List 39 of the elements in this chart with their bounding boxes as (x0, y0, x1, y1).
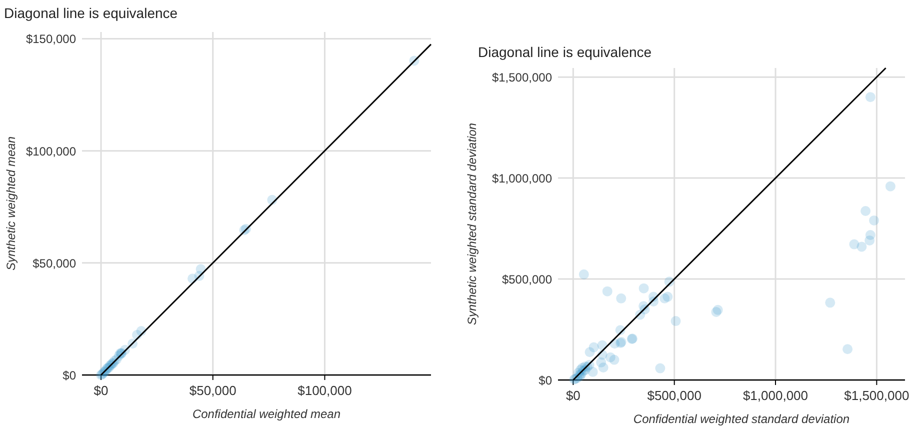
y-tick-label: $0 (538, 374, 552, 388)
x-axis-title: Confidential weighted mean (192, 407, 341, 421)
y-axis-title: Synthetic weighted standard deviation (465, 122, 479, 326)
x-tick-label: $1,000,000 (742, 388, 808, 403)
y-tick-label: $1,000,000 (492, 172, 552, 186)
y-tick-label: $50,000 (32, 256, 76, 270)
point (638, 283, 649, 294)
point (602, 286, 612, 296)
point (662, 292, 673, 302)
chart-title: Diagonal line is equivalence (4, 5, 178, 21)
x-tick-label: $0 (94, 383, 108, 398)
x-axis-title: Confidential weighted standard deviation (633, 412, 850, 426)
y-axis-title: Synthetic weighted mean (4, 136, 18, 271)
point (885, 181, 896, 192)
y-tick-label: $1,500,000 (492, 70, 552, 85)
point (598, 362, 608, 372)
point (616, 293, 626, 304)
y-tick-label: $150,000 (26, 32, 76, 46)
x-tick-label: $100,000 (298, 383, 352, 398)
point (860, 206, 871, 216)
x-tick-label: $500,000 (647, 388, 702, 403)
point (655, 363, 666, 374)
y-tick-label: $500,000 (502, 272, 552, 287)
point (825, 298, 836, 308)
y-tick-label: $100,000 (26, 144, 76, 158)
chart-title: Diagonal line is equivalence (478, 44, 652, 60)
point (670, 316, 681, 326)
point (842, 344, 853, 354)
x-tick-label: $50,000 (189, 383, 236, 398)
y-tick-label: $0 (62, 368, 76, 382)
point (584, 347, 595, 358)
point (864, 235, 875, 246)
point (609, 354, 620, 365)
point (578, 269, 589, 280)
point (856, 242, 867, 252)
point (865, 92, 876, 102)
point (869, 215, 880, 226)
x-tick-label: $0 (566, 388, 580, 403)
x-tick-label: $1,500,000 (844, 388, 910, 403)
